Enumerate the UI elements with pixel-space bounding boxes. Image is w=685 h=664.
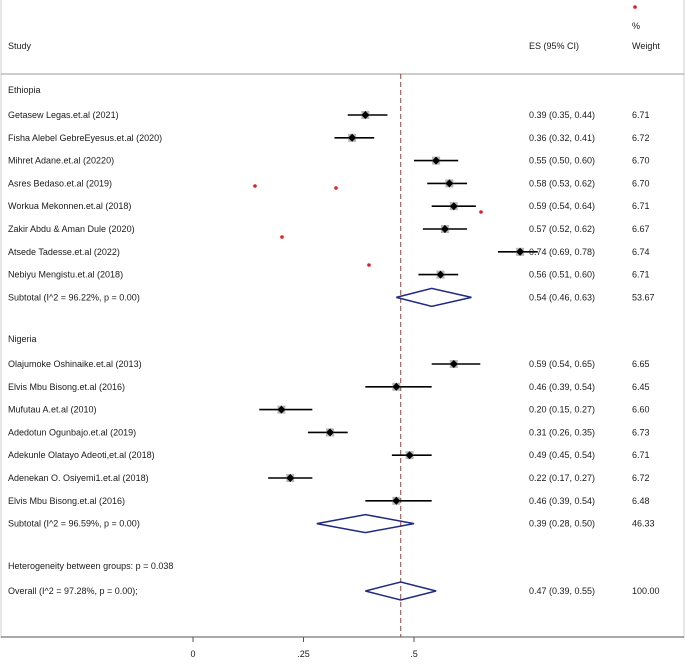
weight-value: 6.72 (632, 473, 650, 483)
weight-value: 6.71 (632, 110, 650, 120)
study-label: Elvis Mbu Bisong.et.al (2016) (8, 382, 125, 392)
es-ci-value: 0.36 (0.32, 0.41) (529, 133, 595, 143)
study-label: Mihret Adane.et.al (20220) (8, 156, 114, 166)
x-tick-label: .25 (297, 649, 310, 659)
es-ci-value: 0.59 (0.54, 0.64) (529, 201, 595, 211)
weight-value: 6.71 (632, 270, 650, 280)
weight-value: 6.65 (632, 359, 650, 369)
point-estimate (449, 202, 458, 211)
header-pct: % (632, 21, 640, 31)
point-estimate (432, 156, 441, 165)
weight-value: 6.71 (632, 201, 650, 211)
point-estimate (326, 428, 335, 437)
es-ci-value: 0.46 (0.39, 0.54) (529, 382, 595, 392)
es-ci-value: 0.55 (0.50, 0.60) (529, 156, 595, 166)
study-label: Nebiyu Mengistu.et.al (2018) (8, 270, 123, 280)
point-estimate (286, 474, 295, 482)
point-estimate (449, 360, 458, 368)
study-label: Atsede Tadesse.et.al (2022) (8, 247, 120, 257)
study-label: Zakir Abdu & Aman Dule (2020) (8, 224, 135, 234)
point-estimate (405, 451, 414, 460)
es-ci-value: 0.46 (0.39, 0.54) (529, 496, 595, 506)
subtotal-weight: 53.67 (632, 292, 655, 302)
subtotal-diamond (316, 513, 415, 534)
overall-label: Overall (I^2 = 97.28%, p = 0.00); (8, 586, 138, 596)
study-label: Fisha Alebel GebreEyesus.et.al (2020) (8, 133, 162, 143)
header-study: Study (8, 41, 32, 51)
x-tick-label: 0 (190, 649, 195, 659)
stray-dot (253, 184, 257, 188)
study-label: Mufutau A.et.al (2010) (8, 405, 97, 415)
subtotal-diamond (396, 287, 472, 308)
point-estimate (361, 111, 370, 119)
study-label: Elvis Mbu Bisong.et.al (2016) (8, 496, 125, 506)
study-label: Getasew Legas.et.al (2021) (8, 110, 119, 120)
es-ci-value: 0.49 (0.45, 0.54) (529, 450, 595, 460)
point-estimate (348, 133, 357, 142)
subtotal-weight: 46.33 (632, 519, 655, 529)
study-label: Adedotun Ogunbajo.et.al (2019) (8, 427, 136, 437)
es-ci-value: 0.57 (0.52, 0.62) (529, 224, 595, 234)
overall-es-ci: 0.47 (0.39, 0.55) (529, 586, 595, 596)
weight-value: 6.70 (632, 156, 650, 166)
heterogeneity-text: Heterogeneity between groups: p = 0.038 (8, 561, 173, 571)
weight-value: 6.48 (632, 496, 650, 506)
point-estimate (440, 225, 449, 233)
weight-value: 6.74 (632, 247, 650, 257)
group-name: Nigeria (8, 334, 37, 344)
point-estimate (436, 270, 445, 279)
study-label: Workua Mekonnen.et.al (2018) (8, 201, 131, 211)
weight-value: 6.45 (632, 382, 650, 392)
group-name: Ethiopia (8, 85, 41, 95)
study-label: Asres Bedaso.et.al (2019) (8, 178, 112, 188)
header-es: ES (95% CI) (529, 41, 579, 51)
es-ci-value: 0.58 (0.53, 0.62) (529, 178, 595, 188)
weight-value: 6.60 (632, 405, 650, 415)
es-ci-value: 0.31 (0.26, 0.35) (529, 427, 595, 437)
stray-dot (280, 235, 284, 239)
es-ci-value: 0.39 (0.35, 0.44) (529, 110, 595, 120)
point-estimate (445, 179, 454, 188)
point-estimate (392, 382, 401, 391)
point-estimate (277, 405, 286, 414)
es-ci-value: 0.59 (0.54, 0.65) (529, 359, 595, 369)
weight-value: 6.73 (632, 427, 650, 437)
subtotal-label: Subtotal (I^2 = 96.22%, p = 0.00) (8, 292, 140, 302)
point-estimate (392, 496, 401, 505)
es-ci-value: 0.20 (0.15, 0.27) (529, 405, 595, 415)
stray-dots (253, 5, 637, 267)
weight-value: 6.71 (632, 450, 650, 460)
stray-dot (479, 210, 483, 214)
stray-dot (367, 263, 371, 267)
subtotal-es-ci: 0.54 (0.46, 0.63) (529, 292, 595, 302)
weight-value: 6.70 (632, 178, 650, 188)
stray-dot (334, 186, 338, 190)
study-label: Olajumoke Oshinaike.et.al (2013) (8, 359, 142, 369)
subtotal-label: Subtotal (I^2 = 96.59%, p = 0.00) (8, 519, 140, 529)
overall-diamond (365, 581, 437, 601)
overall-weight: 100.00 (632, 586, 660, 596)
plot-marks: Ethiopia Getasew Legas.et.al (2021) 0.39 (… (8, 74, 660, 659)
point-estimate (516, 247, 525, 256)
x-tick-label: .5 (410, 649, 418, 659)
es-ci-value: 0.22 (0.17, 0.27) (529, 473, 595, 483)
study-label: Adekunle Olatayo Adeoti,et.al (2018) (8, 450, 155, 460)
es-ci-value: 0.74 (0.69, 0.78) (529, 247, 595, 257)
header-weight: Weight (632, 41, 660, 51)
subtotal-es-ci: 0.39 (0.28, 0.50) (529, 519, 595, 529)
stray-dot (633, 5, 637, 9)
weight-value: 6.72 (632, 133, 650, 143)
es-ci-value: 0.56 (0.51, 0.60) (529, 270, 595, 280)
weight-value: 6.67 (632, 224, 650, 234)
study-label: Adenekan O. Osiyemi1.et.al (2018) (8, 473, 149, 483)
